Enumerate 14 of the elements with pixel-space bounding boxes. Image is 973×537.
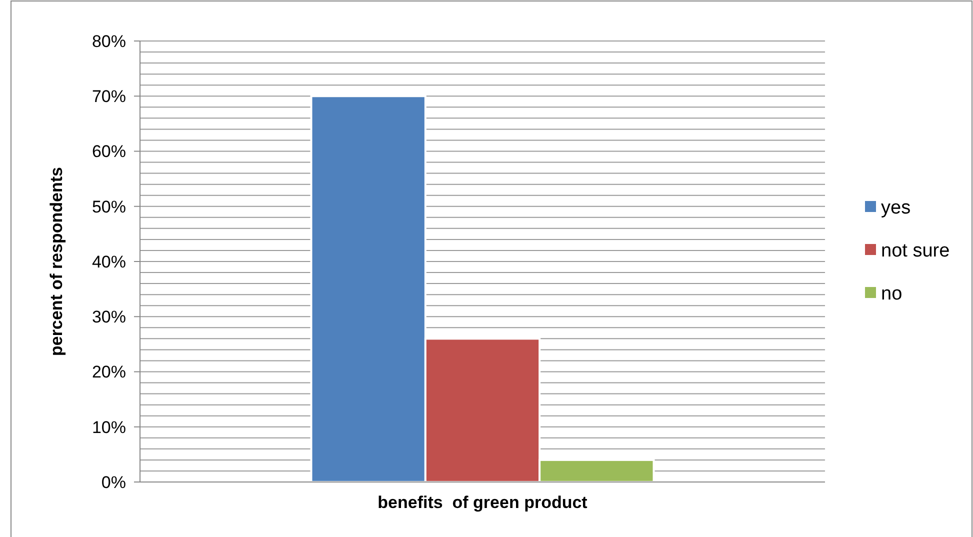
y-tick-label: 0% [101, 472, 126, 492]
y-tick-label: 70% [92, 87, 126, 106]
y-axis-title: percent of respondents [47, 167, 66, 356]
legend-label: no [881, 284, 902, 305]
y-tick-label: 10% [92, 418, 126, 437]
legend-label: yes [881, 198, 911, 219]
y-tick-label: 50% [92, 197, 126, 216]
legend-label: not sure [881, 240, 950, 262]
x-axis-title: benefits of green product [378, 493, 588, 512]
y-tick-label: 80% [92, 32, 126, 51]
y-tick-label: 20% [92, 362, 126, 382]
y-tick-label: 30% [92, 308, 126, 327]
y-tick-label: 40% [92, 252, 126, 272]
y-tick-label: 60% [92, 142, 126, 162]
